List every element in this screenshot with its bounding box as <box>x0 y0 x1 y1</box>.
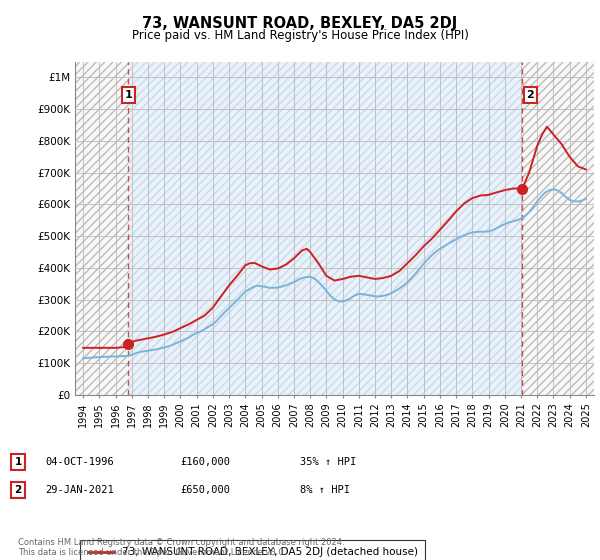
Text: 04-OCT-1996: 04-OCT-1996 <box>45 457 114 467</box>
Text: 2: 2 <box>527 90 534 100</box>
Text: 1: 1 <box>124 90 132 100</box>
Text: £650,000: £650,000 <box>180 485 230 495</box>
Bar <box>75 62 594 395</box>
Text: Price paid vs. HM Land Registry's House Price Index (HPI): Price paid vs. HM Land Registry's House … <box>131 29 469 42</box>
Text: £160,000: £160,000 <box>180 457 230 467</box>
Text: 29-JAN-2021: 29-JAN-2021 <box>45 485 114 495</box>
Text: 8% ↑ HPI: 8% ↑ HPI <box>300 485 350 495</box>
Text: 73, WANSUNT ROAD, BEXLEY, DA5 2DJ: 73, WANSUNT ROAD, BEXLEY, DA5 2DJ <box>142 16 458 31</box>
Legend: 73, WANSUNT ROAD, BEXLEY, DA5 2DJ (detached house), HPI: Average price, detached: 73, WANSUNT ROAD, BEXLEY, DA5 2DJ (detac… <box>80 540 425 560</box>
Bar <box>128 62 523 395</box>
Text: 35% ↑ HPI: 35% ↑ HPI <box>300 457 356 467</box>
Text: Contains HM Land Registry data © Crown copyright and database right 2024.
This d: Contains HM Land Registry data © Crown c… <box>18 538 344 557</box>
Text: 1: 1 <box>14 457 22 467</box>
Text: 2: 2 <box>14 485 22 495</box>
